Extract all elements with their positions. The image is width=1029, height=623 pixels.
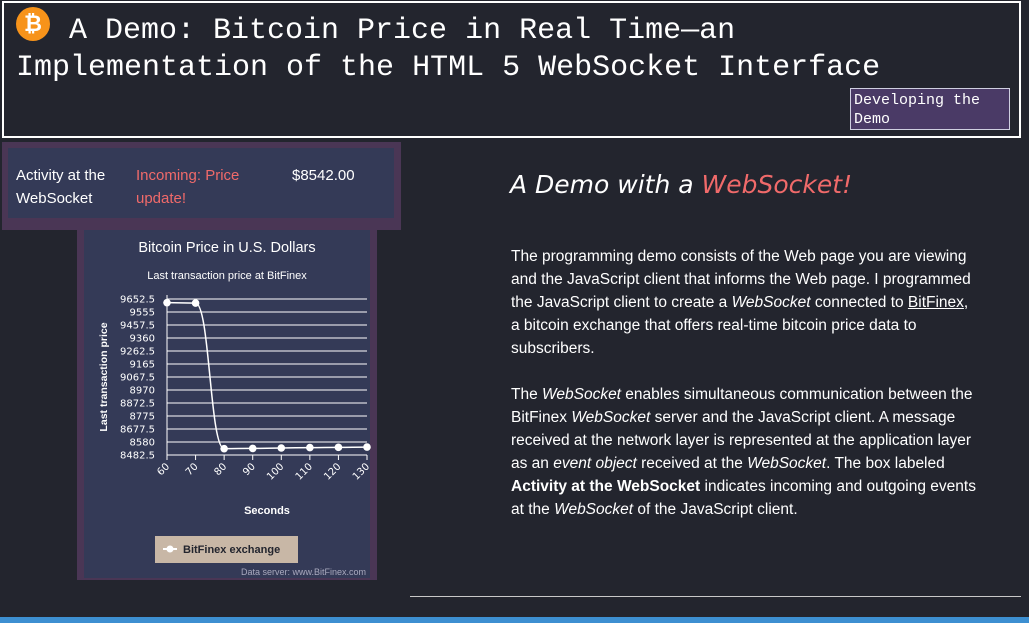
page-header: ₿ A Demo: Bitcoin Price in Real Time—an … [2, 1, 1021, 138]
data-point [306, 443, 314, 452]
page-title-line-2: Implementation of the HTML 5 WebSocket I… [16, 51, 881, 85]
legend-box [155, 536, 298, 563]
data-point [220, 444, 228, 453]
series-line-bitfinex [166, 301, 368, 450]
footer-bar [0, 617, 1029, 623]
text-run: , a bitcoin exchange that offers real-ti… [511, 294, 969, 357]
y-tick-label: 9652.5 [120, 295, 155, 306]
main-heading-accent: WebSocket! [701, 170, 853, 199]
price-chart: Bitcoin Price in U.S. Dollars Last transa… [77, 230, 377, 580]
emphasis: event object [553, 455, 637, 472]
emphasis: WebSocket [747, 455, 827, 472]
data-point [277, 444, 286, 452]
emphasis: WebSocket [554, 501, 634, 518]
page-title-line-1: A Demo: Bitcoin Price in Real Time—an [69, 14, 736, 48]
text-run: connected to [810, 294, 908, 311]
y-tick-label: 8872.5 [120, 399, 155, 410]
intro-paragraph: The programming demo consists of the Web… [511, 245, 981, 360]
price-chart-svg: Bitcoin Price in U.S. Dollars Last transa… [84, 230, 372, 578]
developing-the-demo-button[interactable]: Developing the Demo [850, 88, 1010, 130]
text-run: of the JavaScript client. [633, 501, 798, 518]
y-tick-label: 9262.5 [120, 347, 155, 358]
data-point [248, 444, 257, 453]
text-run: enables simultaneous communication betwe… [511, 386, 973, 426]
text-run: indicates incoming and outgoing events a… [511, 478, 976, 518]
y-tick-label: 9555 [130, 308, 155, 319]
chart-plot-background [84, 230, 370, 578]
chart-title: Bitcoin Price in U.S. Dollars [138, 240, 315, 256]
chart-credit: Data server: www.BitFinex.com [241, 567, 366, 577]
y-tick-label: 9457.5 [120, 321, 155, 332]
activity-incoming-status: Incoming: Price update! [136, 167, 240, 207]
data-point [363, 443, 371, 451]
legend-marker [166, 545, 174, 553]
activity-panel-inner [8, 148, 394, 218]
y-tick-label: 9360 [130, 334, 155, 345]
legend-label: BitFinex exchange [183, 544, 280, 556]
x-axis-label: Seconds [244, 505, 290, 517]
strong-text: Activity at the WebSocket [511, 478, 701, 495]
y-axis-label: Last transaction price [98, 322, 110, 431]
emphasis: WebSocket [571, 409, 651, 426]
activity-panel: Activity at the WebSocket Incoming: Pric… [2, 142, 401, 230]
y-tick-label: 8970 [130, 386, 155, 397]
emphasis: WebSocket [542, 386, 621, 403]
y-tick-label: 8580 [130, 438, 155, 449]
text-run: The programming demo consists of the Web… [511, 248, 971, 311]
page-title: A Demo: Bitcoin Price in Real Time—an Im… [16, 13, 880, 87]
data-point [334, 443, 343, 452]
y-tick-label: 8677.5 [120, 425, 155, 436]
bitcoin-logo-icon: ₿ [16, 7, 50, 41]
activity-label: Activity at the WebSocket [16, 167, 106, 207]
text-run: received at the [636, 455, 748, 472]
text-run: . The box labeled [826, 455, 945, 472]
y-tick-label: 9067.5 [120, 373, 155, 384]
y-tick-label: 8775 [130, 412, 155, 423]
y-tick-label: 9165 [130, 360, 155, 371]
data-point [163, 298, 171, 307]
main-heading: A Demo with a WebSocket! [510, 170, 852, 199]
y-tick-label: 8482.5 [120, 451, 155, 462]
websocket-paragraph: The WebSocket enables simultaneous commu… [511, 383, 981, 521]
chart-subtitle: Last transaction price at BitFinex [147, 270, 307, 282]
text-run: server and the JavaScript client. A mess… [511, 409, 972, 472]
activity-price: $8542.00 [292, 167, 355, 184]
data-point [191, 299, 200, 307]
divider-line [410, 596, 1021, 597]
main-heading-prefix: A Demo with a [510, 170, 702, 199]
emphasis: WebSocket [731, 294, 811, 311]
bitfinex-link[interactable]: BitFinex [907, 294, 964, 311]
text-run: The [511, 386, 543, 403]
